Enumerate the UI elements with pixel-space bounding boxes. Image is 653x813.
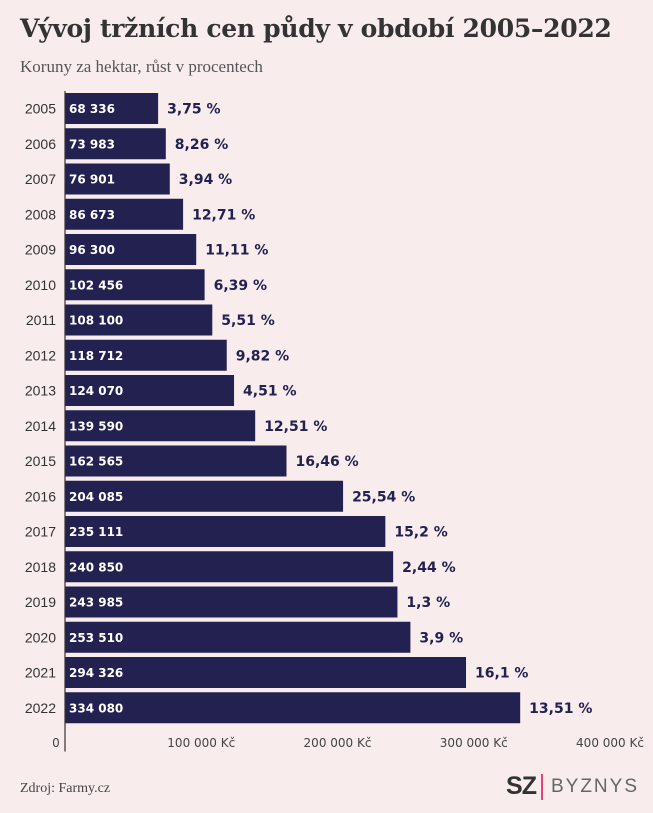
- logo-byznys-text: BYZNYS: [550, 775, 639, 797]
- source-note: Zdroj: Farmy.cz: [20, 781, 111, 796]
- growth-label: 4,51 %: [243, 384, 296, 400]
- category-label: 2008: [25, 206, 56, 222]
- bar: [65, 269, 205, 301]
- growth-label: 5,51 %: [221, 313, 274, 329]
- x-tick-label: 400 000 Kč: [576, 736, 644, 750]
- category-label: 2011: [26, 312, 56, 328]
- bar-value-label: 73 983: [69, 137, 115, 151]
- logo-separator: [540, 773, 543, 800]
- x-tick-label: 300 000 Kč: [440, 736, 508, 750]
- growth-label: 6,39 %: [214, 278, 267, 294]
- bar: [65, 128, 166, 160]
- bar: [65, 657, 467, 688]
- growth-label: 3,75 %: [167, 102, 220, 118]
- bar: [65, 445, 287, 477]
- bar: [65, 480, 344, 512]
- category-label: 2019: [25, 594, 56, 610]
- bar: [65, 410, 256, 442]
- bar-value-label: 294 326: [69, 666, 123, 680]
- bar: [65, 339, 227, 371]
- x-tick-label: 100 000 Kč: [167, 736, 235, 750]
- growth-label: 3,9 %: [419, 630, 463, 646]
- bar-value-label: 96 300: [69, 243, 115, 257]
- category-label: 2015: [25, 453, 56, 469]
- bar-value-label: 108 100: [69, 314, 123, 328]
- chart-subtitle: Koruny za hektar, růst v procentech: [20, 57, 263, 76]
- x-tick-label: 0: [52, 736, 60, 750]
- category-label: 2021: [25, 665, 56, 681]
- growth-label: 11,11 %: [205, 243, 268, 259]
- growth-label: 2,44 %: [402, 560, 455, 576]
- sz-byznys-logo: SZ BYZNYS: [506, 772, 639, 801]
- bar-value-label: 68 336: [69, 102, 115, 116]
- bar-value-label: 243 985: [69, 596, 123, 610]
- chart-title: Vývoj tržních cen půdy v období 2005–202…: [20, 14, 612, 43]
- bar-value-label: 204 085: [69, 490, 123, 504]
- category-label: 2005: [25, 101, 56, 117]
- category-label: 2020: [25, 629, 56, 645]
- category-label: 2022: [25, 700, 56, 716]
- category-label: 2012: [25, 347, 56, 363]
- bar-chart: 2005 68 336 3,75 % 2006 73 983 8,26 % 2007 76 9…: [25, 91, 644, 752]
- category-label: 2018: [25, 559, 56, 575]
- logo-sz-text: SZ: [506, 772, 537, 800]
- bar: [65, 93, 159, 124]
- growth-label: 16,1 %: [475, 666, 528, 682]
- growth-label: 25,54 %: [352, 489, 415, 505]
- bar: [65, 198, 184, 230]
- bar: [65, 692, 521, 724]
- bar-value-label: 235 111: [69, 525, 123, 539]
- category-label: 2006: [25, 136, 56, 152]
- category-label: 2016: [25, 488, 56, 504]
- bar-value-label: 162 565: [69, 455, 123, 469]
- bar: [65, 304, 213, 336]
- growth-label: 12,51 %: [264, 419, 327, 435]
- bar-value-label: 139 590: [69, 419, 123, 433]
- growth-label: 15,2 %: [394, 525, 447, 541]
- bar-value-label: 102 456: [69, 278, 123, 292]
- category-label: 2009: [25, 242, 56, 258]
- bar-value-label: 253 510: [69, 631, 123, 645]
- bar: [65, 234, 197, 265]
- category-label: 2007: [25, 171, 56, 187]
- bar: [65, 375, 235, 406]
- bar-value-label: 124 070: [69, 384, 123, 398]
- bar: [65, 551, 394, 583]
- growth-label: 13,51 %: [529, 701, 592, 717]
- bar-value-label: 334 080: [69, 701, 123, 715]
- category-label: 2014: [25, 418, 56, 434]
- x-tick-label: 200 000 Kč: [304, 736, 372, 750]
- bar-value-label: 240 850: [69, 560, 123, 574]
- bar: [65, 516, 386, 547]
- category-label: 2010: [25, 277, 56, 293]
- growth-label: 12,71 %: [192, 207, 255, 223]
- bar-value-label: 118 712: [69, 349, 123, 363]
- growth-label: 16,46 %: [295, 454, 358, 470]
- bar: [65, 621, 411, 653]
- growth-label: 1,3 %: [406, 595, 450, 611]
- growth-label: 8,26 %: [175, 137, 228, 153]
- growth-label: 9,82 %: [236, 348, 289, 364]
- growth-label: 3,94 %: [179, 172, 232, 188]
- category-label: 2017: [25, 524, 56, 540]
- bar-value-label: 76 901: [69, 173, 115, 187]
- bar: [65, 586, 398, 618]
- bar-value-label: 86 673: [69, 208, 115, 222]
- category-label: 2013: [25, 383, 56, 399]
- bar: [65, 163, 170, 195]
